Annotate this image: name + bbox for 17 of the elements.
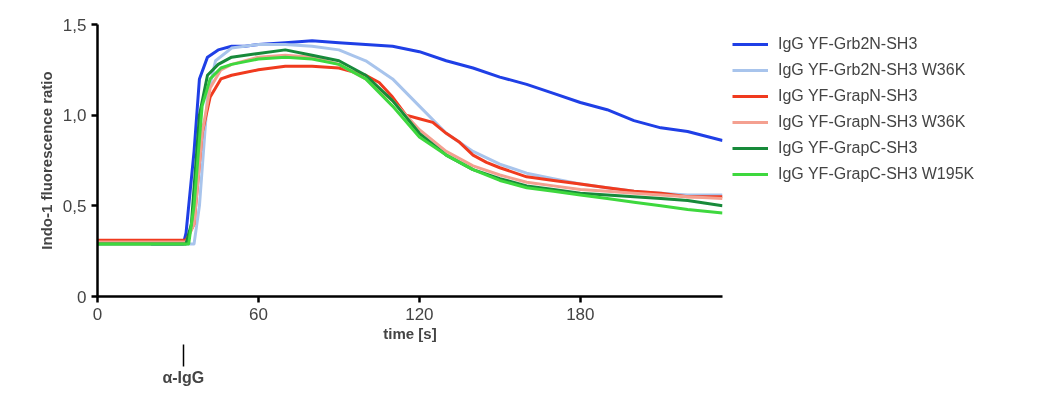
legend-label: IgG YF-Grb2N-SH3 W36K — [778, 61, 966, 79]
x-axis-title: time [s] — [383, 324, 437, 342]
legend-label: IgG YF-GrapC-SH3 — [778, 139, 918, 157]
y-tick-label: 0,5 — [62, 196, 87, 216]
legend-label: IgG YF-GrapN-SH3 W36K — [778, 113, 966, 131]
y-tick-label: 0 — [77, 287, 87, 307]
y-tick-label: 1,0 — [62, 106, 87, 126]
x-tick-label: 120 — [405, 304, 434, 324]
annotation: α-IgG — [162, 368, 205, 386]
y-axis-title: Indo-1 fluorescence ratio — [37, 71, 55, 250]
y-tick-label: 1,5 — [62, 15, 87, 35]
legend-label: IgG YF-GrapN-SH3 — [778, 87, 918, 105]
legend-label: IgG YF-GrapC-SH3 W195K — [778, 165, 975, 183]
legend-label: IgG YF-Grb2N-SH3 — [778, 35, 918, 53]
x-tick-label: 180 — [566, 304, 595, 324]
x-tick-label: 60 — [248, 304, 268, 324]
x-tick-label: 0 — [92, 304, 103, 324]
